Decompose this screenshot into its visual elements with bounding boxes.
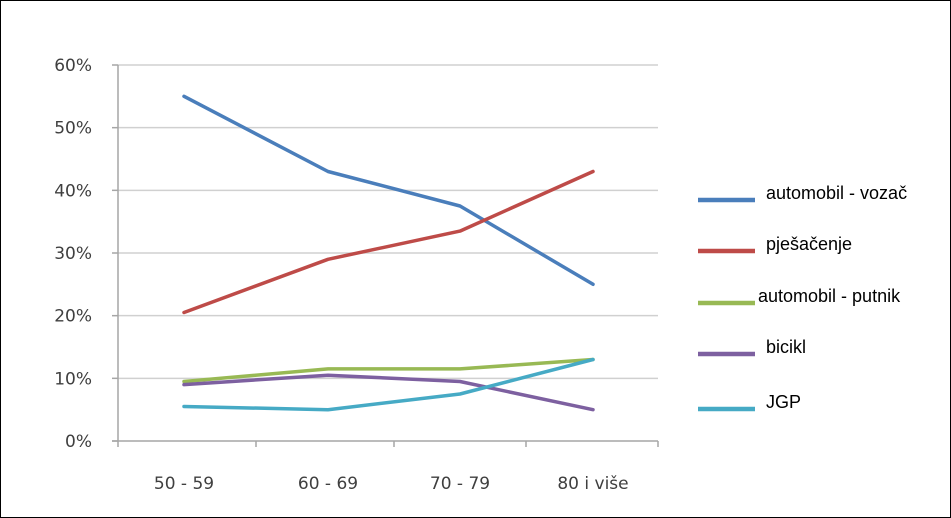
- y-tick-label: 10%: [54, 369, 92, 389]
- x-tick-labels: 50 - 59 60 - 69 70 - 79 80 i više: [154, 474, 629, 494]
- legend: automobil - vozač pješačenje automobil - p…: [698, 183, 907, 412]
- x-tick-label: 70 - 79: [430, 474, 490, 494]
- legend-label: automobil - vozač: [766, 183, 907, 203]
- series-line: [182, 373, 595, 412]
- legend-label: automobil - putnik: [758, 286, 901, 306]
- legend-label: pješačenje: [766, 234, 852, 254]
- y-tick-label: 50%: [54, 119, 92, 139]
- legend-label: bicikl: [766, 337, 806, 357]
- gridlines: [118, 64, 658, 380]
- legend-label: JGP: [766, 392, 801, 412]
- x-tick-label: 50 - 59: [154, 474, 214, 494]
- x-tick-label: 80 i više: [557, 474, 628, 494]
- y-tick-label: 20%: [54, 307, 92, 327]
- series-line: [182, 94, 595, 287]
- series-lines: [182, 94, 595, 412]
- y-tick-labels: 0% 10% 20% 30% 40% 50% 60%: [54, 56, 92, 452]
- series-line: [182, 357, 595, 384]
- axes: [112, 64, 659, 447]
- series-line: [182, 357, 595, 412]
- series-line: [182, 169, 595, 315]
- y-tick-label: 0%: [65, 432, 92, 452]
- y-tick-label: 60%: [54, 56, 92, 76]
- y-tick-label: 40%: [54, 181, 92, 201]
- y-tick-label: 30%: [54, 244, 92, 264]
- x-tick-label: 60 - 69: [298, 474, 358, 494]
